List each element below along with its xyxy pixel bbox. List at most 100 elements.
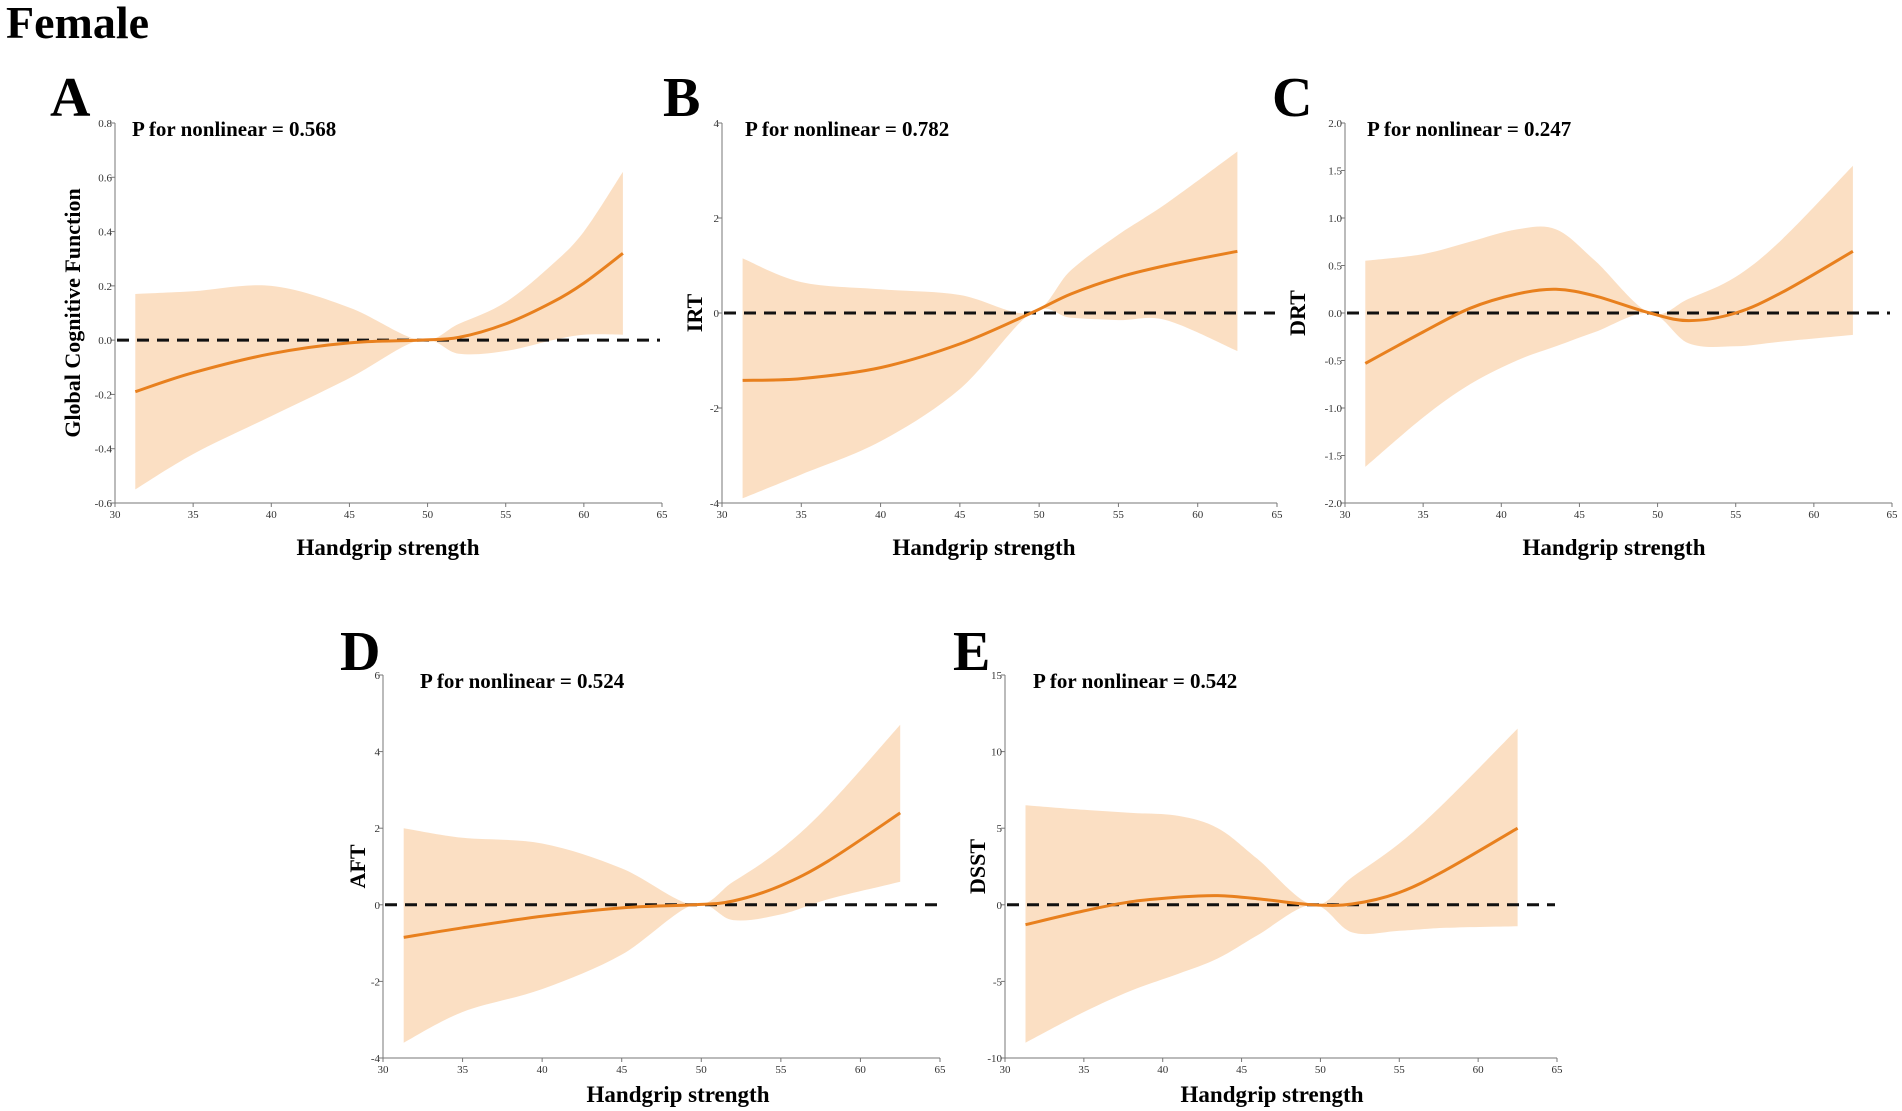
y-tick-label: 4 bbox=[375, 747, 381, 759]
x-tick-label: 45 bbox=[1236, 1064, 1248, 1076]
x-axis-label: Handgrip strength bbox=[1181, 1082, 1364, 1107]
x-tick-label: 45 bbox=[616, 1064, 628, 1076]
x-tick-label: 30 bbox=[378, 1064, 390, 1076]
panel-d: 30 35 40 45 50 55 60 65 -4 -2 0 2 4 6D P for nonlinear… bbox=[340, 621, 946, 1107]
x-tick-label: 45 bbox=[344, 509, 356, 521]
x-tick-label: 45 bbox=[1574, 509, 1586, 521]
x-tick-label: 35 bbox=[457, 1064, 469, 1076]
x-tick-label: 40 bbox=[1157, 1064, 1169, 1076]
y-tick-label: 2 bbox=[714, 213, 720, 225]
x-tick-label: 50 bbox=[1034, 509, 1046, 521]
panel-e: 30 35 40 45 50 55 60 65 -10 -5 0 5 10 15E P for nonlin… bbox=[953, 621, 1563, 1107]
x-tick-label: 40 bbox=[266, 509, 278, 521]
y-tick-label: 10 bbox=[991, 747, 1003, 759]
panel-letter: E bbox=[953, 621, 990, 683]
y-tick-label: 0.5 bbox=[1328, 261, 1342, 273]
confidence-band bbox=[403, 724, 901, 1043]
x-tick-label: 55 bbox=[500, 509, 512, 521]
y-tick-label: 0.0 bbox=[1328, 308, 1342, 320]
spline-curve bbox=[742, 249, 1238, 382]
x-axis-label: Handgrip strength bbox=[587, 1082, 770, 1107]
spline-curve bbox=[403, 811, 902, 939]
p-value-annotation: P for nonlinear = 0.542 bbox=[1033, 669, 1237, 693]
panel-letter: A bbox=[50, 67, 91, 129]
y-tick-label: 0 bbox=[714, 308, 720, 320]
y-tick-label: 0.0 bbox=[98, 335, 112, 347]
y-tick-label: 1.0 bbox=[1328, 213, 1342, 225]
x-tick-label: 35 bbox=[188, 509, 200, 521]
x-tick-label: 40 bbox=[875, 509, 887, 521]
panel-letter: B bbox=[663, 67, 700, 129]
figure-title: Female bbox=[6, 0, 149, 48]
y-tick-label: 2 bbox=[375, 823, 381, 835]
panel-c: 30 35 40 45 50 55 60 65 -2.0 -1.5 -1.0 -0.5 0.0 0.5 1.… bbox=[1272, 67, 1898, 560]
y-tick-label: -4 bbox=[371, 1053, 381, 1065]
y-axis-label: DRT bbox=[1285, 290, 1310, 336]
x-tick-label: 40 bbox=[1496, 509, 1508, 521]
y-axis-label: Global Cognitive Function bbox=[60, 188, 85, 437]
x-tick-label: 30 bbox=[110, 509, 122, 521]
y-tick-label: -0.5 bbox=[1325, 356, 1343, 368]
x-tick-label: 35 bbox=[796, 509, 808, 521]
y-tick-label: -5 bbox=[993, 976, 1003, 988]
x-tick-label: 40 bbox=[537, 1064, 549, 1076]
spline-curve bbox=[1025, 826, 1519, 927]
x-tick-label: 60 bbox=[855, 1064, 867, 1076]
confidence-band bbox=[1025, 728, 1518, 1043]
panel-a: 30 35 40 45 50 55 60 65 -0.6 -0.4 -0.2 0.0 0.2 0.4 0.6… bbox=[50, 67, 668, 560]
y-tick-label: 5 bbox=[997, 823, 1003, 835]
x-tick-label: 45 bbox=[954, 509, 966, 521]
x-tick-label: 65 bbox=[657, 509, 669, 521]
x-tick-label: 55 bbox=[1394, 1064, 1406, 1076]
x-axis-label: Handgrip strength bbox=[893, 535, 1076, 560]
y-tick-label: 0.4 bbox=[98, 227, 112, 239]
x-tick-label: 50 bbox=[696, 1064, 708, 1076]
x-tick-label: 30 bbox=[717, 509, 729, 521]
y-tick-label: 6 bbox=[375, 670, 381, 682]
x-tick-label: 65 bbox=[1552, 1064, 1564, 1076]
x-tick-label: 60 bbox=[1808, 509, 1820, 521]
p-value-annotation: P for nonlinear = 0.782 bbox=[745, 117, 949, 141]
y-tick-label: -2 bbox=[371, 976, 380, 988]
y-tick-label: -2 bbox=[710, 403, 719, 415]
x-tick-label: 60 bbox=[578, 509, 590, 521]
p-value-annotation: P for nonlinear = 0.247 bbox=[1367, 117, 1571, 141]
x-tick-label: 50 bbox=[1652, 509, 1664, 521]
x-tick-label: 55 bbox=[1113, 509, 1125, 521]
confidence-band bbox=[135, 171, 623, 490]
x-tick-label: 30 bbox=[1340, 509, 1352, 521]
x-tick-label: 55 bbox=[1730, 509, 1742, 521]
panel-b: 30 35 40 45 50 55 60 65 -4 -2 0 2 4 B P for nonlinear … bbox=[663, 67, 1283, 560]
y-tick-label: -10 bbox=[987, 1053, 1002, 1065]
y-tick-label: 2.0 bbox=[1328, 118, 1342, 130]
y-tick-label: -0.6 bbox=[95, 498, 113, 510]
x-tick-label: 60 bbox=[1192, 509, 1204, 521]
panel-letter: C bbox=[1272, 67, 1312, 129]
x-tick-label: 55 bbox=[775, 1064, 787, 1076]
y-tick-label: -2.0 bbox=[1325, 498, 1343, 510]
x-tick-label: 60 bbox=[1473, 1064, 1485, 1076]
x-tick-label: 35 bbox=[1418, 509, 1430, 521]
p-value-annotation: P for nonlinear = 0.568 bbox=[132, 117, 336, 141]
spline-curve bbox=[1364, 250, 1854, 365]
confidence-band bbox=[1365, 165, 1853, 467]
p-value-annotation: P for nonlinear = 0.524 bbox=[420, 669, 625, 693]
y-tick-label: -1.0 bbox=[1325, 403, 1343, 415]
x-tick-label: 50 bbox=[1315, 1064, 1327, 1076]
confidence-band bbox=[742, 151, 1238, 499]
y-tick-label: -1.5 bbox=[1325, 451, 1343, 463]
panel-letter: D bbox=[340, 621, 380, 683]
y-tick-label: -0.2 bbox=[95, 389, 112, 401]
y-tick-label: -0.4 bbox=[95, 444, 113, 456]
x-tick-label: 35 bbox=[1078, 1064, 1090, 1076]
y-tick-label: 0.8 bbox=[98, 118, 112, 130]
y-axis-label: AFT bbox=[345, 844, 370, 888]
spline-curve bbox=[134, 252, 624, 394]
y-tick-label: 1.5 bbox=[1328, 166, 1342, 178]
y-tick-label: -4 bbox=[710, 498, 720, 510]
x-tick-label: 30 bbox=[1000, 1064, 1012, 1076]
y-tick-label: 0.2 bbox=[98, 281, 112, 293]
x-axis-label: Handgrip strength bbox=[1523, 535, 1706, 560]
panels: 30 35 40 45 50 55 60 65-0.6-0.4-0.20.00.20.40.6… bbox=[50, 67, 1898, 1107]
